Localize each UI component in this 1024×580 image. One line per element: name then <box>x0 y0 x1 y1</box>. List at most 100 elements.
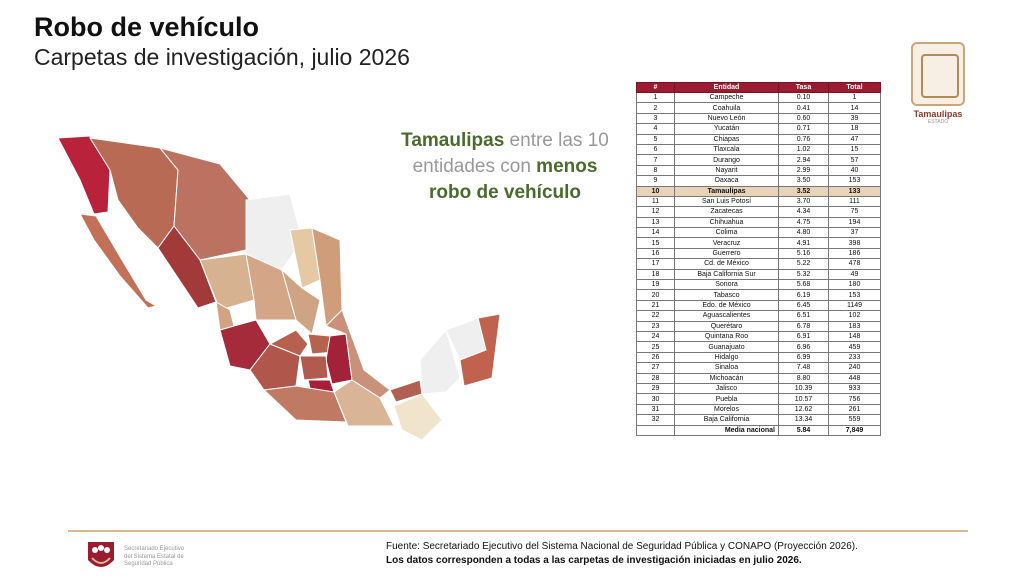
cell-rate: 5.68 <box>778 279 829 291</box>
cell-entity: Chihuahua <box>674 216 779 229</box>
cell-rate: 0.60 <box>778 112 829 125</box>
cell-rank: 21 <box>636 299 675 312</box>
cell-entity: Campeche <box>674 91 779 104</box>
cell-rank: 28 <box>636 372 675 384</box>
cell-entity: Baja California Sur <box>674 268 779 281</box>
cell-total: 15 <box>828 143 881 156</box>
cell-entity: Yucatán <box>674 123 779 135</box>
page-subtitle: Carpetas de investigación, julio 2026 <box>34 44 410 70</box>
cell-total: 1149 <box>828 299 881 312</box>
cell-rate: 6.99 <box>778 351 829 364</box>
cell-entity: Chiapas <box>674 133 779 145</box>
cell-rate: 6.96 <box>778 341 829 353</box>
cell-rate: 0.41 <box>778 102 829 114</box>
cell-entity: Baja California <box>674 414 779 426</box>
ses-line-3: Seguridad Pública <box>124 561 173 567</box>
cell-entity: Veracruz <box>674 237 779 249</box>
total-count: 7,849 <box>828 424 881 436</box>
cell-rate: 12.62 <box>778 403 829 416</box>
cell-rank: 1 <box>636 91 675 104</box>
total-empty-cell <box>636 424 675 436</box>
table-row: 29 Jalisco 10.39 933 <box>636 382 881 395</box>
table-total-row: Media nacional 5.84 7,849 <box>636 424 881 436</box>
cell-total: 756 <box>828 393 881 405</box>
map-baja-california <box>57 135 111 215</box>
cell-rate: 7.48 <box>778 362 829 374</box>
map-baja-california-sur <box>79 213 158 309</box>
table-row: 2 Coahuila 0.41 14 <box>636 102 881 114</box>
cell-total: 261 <box>828 403 881 416</box>
ses-emblem-icon <box>88 542 114 567</box>
headline-state: Tamaulipas <box>401 130 505 151</box>
cell-rank: 13 <box>636 216 675 229</box>
cell-entity: Guanajuato <box>674 341 779 353</box>
cell-rate: 1.02 <box>778 143 829 156</box>
col-header-total: Total <box>828 82 881 93</box>
table-row: 8 Nayarit 2.99 40 <box>636 164 881 177</box>
cell-entity: Puebla <box>674 393 779 405</box>
cell-entity: Sonora <box>674 279 779 291</box>
cell-total: 14 <box>828 102 881 114</box>
cell-entity: Tlaxcala <box>674 143 779 156</box>
cell-rate: 2.94 <box>778 154 829 166</box>
cell-rate: 6.19 <box>778 289 829 301</box>
headline: Tamaulipas entre las 10 entidades con me… <box>380 128 630 206</box>
cell-total: 57 <box>828 154 881 166</box>
table-row: 13 Chihuahua 4.75 194 <box>636 216 881 229</box>
table-row: 3 Nuevo León 0.60 39 <box>636 112 881 125</box>
cell-total: 478 <box>828 258 881 270</box>
table-row: 20 Tabasco 6.19 153 <box>636 289 881 301</box>
mexico-choropleth-map <box>57 135 501 441</box>
table-row: 7 Durango 2.94 57 <box>636 154 881 166</box>
cell-entity: Jalisco <box>674 382 779 395</box>
cell-entity: Tamaulipas <box>674 185 779 197</box>
cell-rank: 2 <box>636 102 675 114</box>
cell-rank: 25 <box>636 341 675 353</box>
total-label: Media nacional <box>674 424 779 436</box>
cell-rate: 13.34 <box>778 414 829 426</box>
cell-entity: Tabasco <box>674 289 779 301</box>
table-row: 12 Zacatecas 4.34 75 <box>636 206 881 218</box>
cell-entity: Aguascalientes <box>674 310 779 322</box>
table-row: 24 Quintana Roo 6.91 148 <box>636 330 881 343</box>
cell-rate: 6.78 <box>778 320 829 333</box>
cell-entity: Querétaro <box>674 320 779 333</box>
headline-emphasis: menos <box>536 156 598 177</box>
ranking-table: # Entidad Tasa Total 1 Campeche 0.10 1 2 Coah… <box>636 82 881 436</box>
cell-total: 153 <box>828 289 881 301</box>
cell-total: 148 <box>828 330 881 343</box>
map-oaxaca <box>333 379 395 427</box>
cell-rate: 6.45 <box>778 299 829 312</box>
cell-rank: 10 <box>636 185 675 197</box>
cell-entity: Nuevo León <box>674 112 779 125</box>
cell-total: 180 <box>828 279 881 291</box>
map-coahuila <box>245 193 303 271</box>
map-edo-mexico <box>299 355 329 381</box>
cell-total: 459 <box>828 341 881 353</box>
table-row: 15 Veracruz 4.91 398 <box>636 237 881 249</box>
cell-entity: Sinaloa <box>674 362 779 374</box>
table-row: 6 Tlaxcala 1.02 15 <box>636 143 881 156</box>
total-rate: 5.84 <box>778 424 829 436</box>
cell-rate: 4.75 <box>778 216 829 229</box>
cell-total: 1 <box>828 91 881 104</box>
cell-rank: 31 <box>636 403 675 416</box>
cell-rate: 8.80 <box>778 372 829 384</box>
cell-rank: 17 <box>636 258 675 270</box>
cell-rate: 4.80 <box>778 227 829 239</box>
cell-rank: 30 <box>636 393 675 405</box>
cell-rate: 3.52 <box>778 185 829 197</box>
cell-entity: San Luis Potosí <box>674 195 779 208</box>
headline-text-2: robo de vehículo <box>428 182 582 203</box>
cell-rank: 12 <box>636 206 675 218</box>
cell-total: 933 <box>828 382 881 395</box>
cell-rank: 20 <box>636 289 675 301</box>
map-campeche <box>419 328 461 395</box>
cell-rate: 0.71 <box>778 123 829 135</box>
tamaulipas-seal-icon <box>911 42 965 106</box>
table-row: 17 Cd. de México 5.22 478 <box>636 258 881 270</box>
cell-entity: Hidalgo <box>674 351 779 364</box>
table-row: 4 Yucatán 0.71 18 <box>636 123 881 135</box>
cell-rate: 4.91 <box>778 237 829 249</box>
cell-total: 186 <box>828 247 881 260</box>
